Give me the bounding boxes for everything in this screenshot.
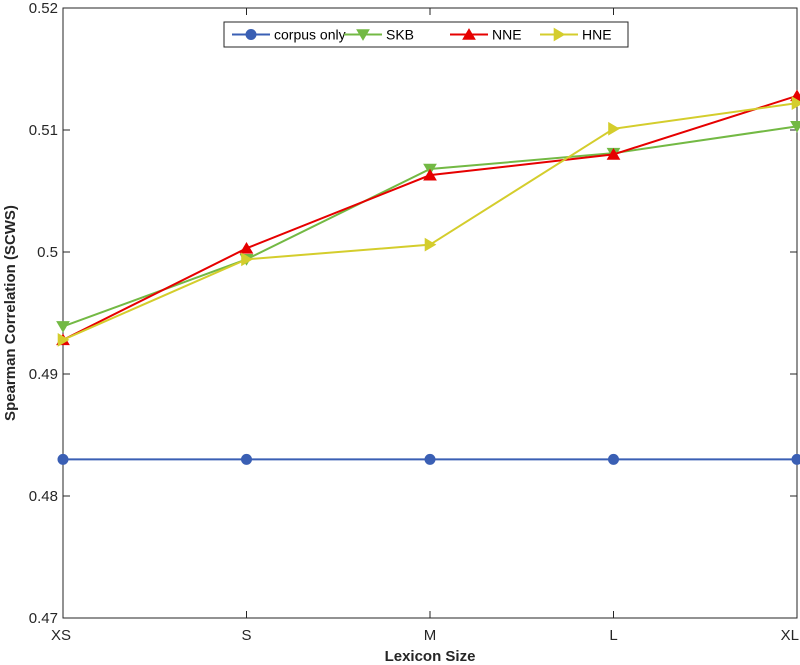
- data-point: [241, 453, 252, 465]
- y-tick-label: 0.47: [29, 610, 58, 627]
- data-point: [424, 453, 436, 465]
- data-point: [57, 332, 70, 347]
- legend-marker: [553, 27, 566, 42]
- y-axis: 0.47 0.48 0.49 0.5 0.51 0.52: [29, 0, 797, 627]
- legend-marker: [356, 29, 370, 41]
- legend-entry: corpus only: [232, 27, 346, 43]
- legend-label: NNE: [492, 27, 522, 43]
- legend: corpus only SKB NNE HNE: [223, 21, 629, 48]
- x-tick-label: L: [609, 627, 617, 644]
- legend-entry: SKB: [344, 27, 414, 43]
- data-point: [608, 121, 620, 136]
- data-point: [790, 121, 800, 133]
- x-tick-label: M: [424, 627, 437, 644]
- data-point: [608, 453, 619, 465]
- x-tick-label: S: [241, 627, 251, 644]
- legend-marker: [245, 29, 257, 40]
- y-tick-label: 0.49: [29, 366, 58, 383]
- data-point: [424, 237, 437, 252]
- series-layer: [56, 89, 800, 465]
- series-corpus-only: [57, 453, 800, 465]
- data-point: [241, 252, 253, 267]
- legend-label: SKB: [386, 27, 414, 43]
- y-tick-label: 0.52: [29, 0, 58, 17]
- data-point: [791, 96, 800, 111]
- legend-label: HNE: [582, 27, 612, 43]
- plot-area: [62, 7, 798, 619]
- y-axis-title: Spearman Correlation (SCWS): [2, 205, 19, 421]
- data-point: [57, 453, 69, 465]
- data-point: [56, 321, 70, 333]
- series-hne: [57, 96, 800, 347]
- x-axis-title: Lexicon Size: [385, 648, 476, 665]
- legend-label: corpus only: [274, 27, 346, 43]
- data-point: [791, 453, 800, 465]
- data-point: [606, 148, 621, 160]
- x-tick-label: XL: [781, 627, 799, 644]
- legend-marker: [462, 28, 476, 40]
- x-tick-label: XS: [51, 627, 71, 644]
- y-tick-label: 0.5: [37, 244, 58, 261]
- data-point: [239, 241, 254, 254]
- y-tick-label: 0.51: [29, 122, 58, 139]
- data-point: [423, 168, 437, 181]
- legend-entry: NNE: [450, 27, 522, 43]
- y-tick-label: 0.48: [29, 488, 58, 505]
- legend-entry: HNE: [540, 27, 612, 43]
- x-axis: XS S M L XL: [51, 8, 799, 644]
